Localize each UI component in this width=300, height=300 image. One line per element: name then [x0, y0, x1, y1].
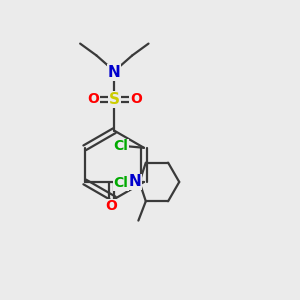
Text: O: O [87, 92, 99, 106]
Text: N: N [108, 65, 121, 80]
Text: S: S [109, 92, 120, 107]
Text: Cl: Cl [113, 139, 128, 153]
Text: N: N [128, 175, 141, 190]
Text: O: O [106, 199, 117, 213]
Text: Cl: Cl [113, 176, 128, 190]
Text: O: O [130, 92, 142, 106]
